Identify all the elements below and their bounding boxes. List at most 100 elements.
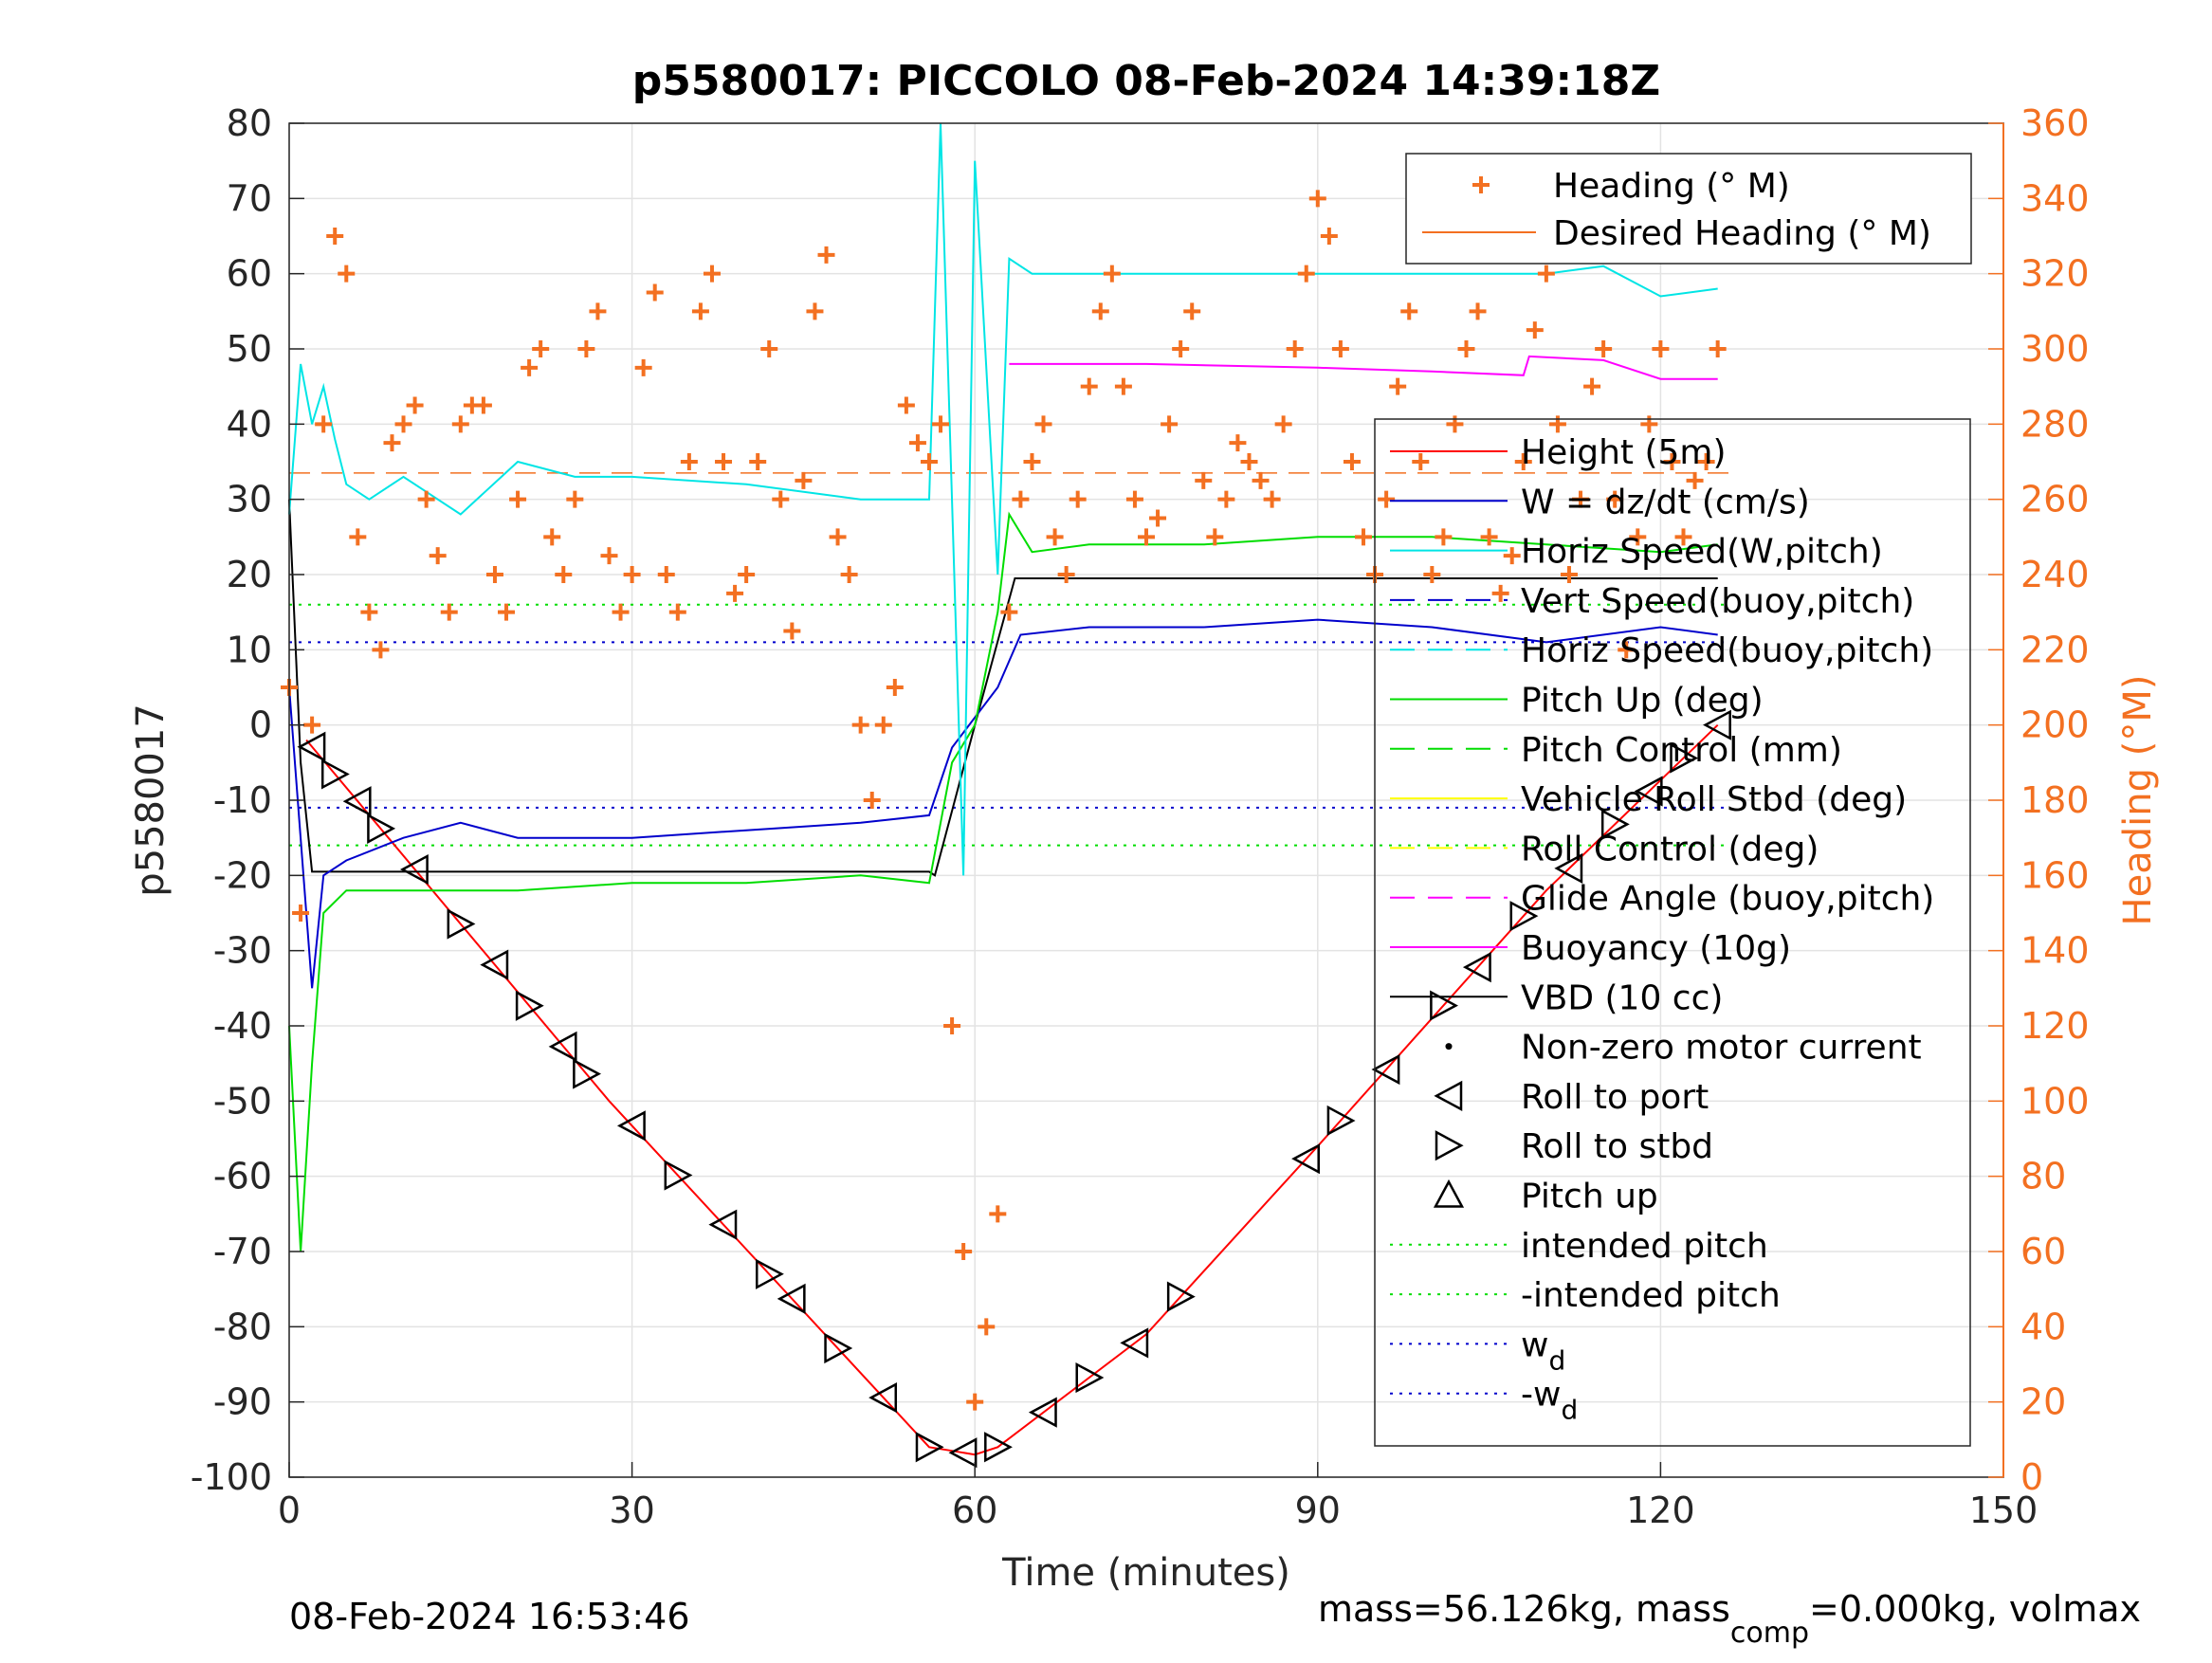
heading-point — [1195, 471, 1213, 489]
heading-point — [589, 302, 607, 320]
roll-stbd-marker — [755, 1258, 784, 1289]
y-tick-label-right: 260 — [2020, 479, 2090, 521]
roll-stbd-marker — [915, 1432, 944, 1463]
y-tick-label-right: 360 — [2020, 102, 2090, 144]
heading-point — [703, 265, 721, 283]
y-tick-label-right: 220 — [2020, 629, 2090, 670]
legend-main-box — [1374, 418, 1971, 1447]
y-tick-label-left: -100 — [191, 1456, 272, 1498]
heading-point — [1480, 528, 1498, 546]
heading-point — [760, 340, 778, 357]
heading-point — [1331, 340, 1349, 357]
series-line-1 — [288, 499, 1718, 877]
heading-point — [360, 603, 378, 621]
legend-heading-label: Desired Heading (° M) — [1553, 214, 1931, 253]
footer-mass: mass=56.126kg, masscomp=0.000kg, volmax — [1318, 1588, 2141, 1650]
roll-stbd-marker — [1166, 1281, 1196, 1312]
x-tick-label: 120 — [1626, 1489, 1695, 1531]
heading-point — [795, 471, 813, 489]
heading-point — [1103, 265, 1121, 283]
legend-swatch — [1445, 1043, 1453, 1051]
heading-point — [932, 415, 950, 433]
axis-ticks: 0 30 60 90 120 15080706050403020100-10-20-30-… — [191, 102, 2090, 1531]
heading-point — [863, 792, 881, 809]
heading-point — [738, 566, 756, 583]
legend-swatch — [1433, 1179, 1465, 1208]
legend-heading-label: Heading (° M) — [1553, 167, 1790, 206]
heading-point — [897, 396, 915, 414]
heading-point — [817, 246, 835, 264]
roll-port-marker — [708, 1209, 738, 1240]
y-tick-label-left: 50 — [227, 328, 272, 370]
heading-point — [1080, 377, 1098, 395]
heading-point — [783, 622, 801, 640]
heading-point — [1606, 490, 1624, 508]
heading-point — [1069, 490, 1087, 508]
legend-heading: Heading (° M) Desired Heading (° M) — [1405, 153, 1972, 265]
heading-point — [966, 1393, 984, 1411]
heading-point — [1263, 490, 1281, 508]
heading-point — [829, 528, 847, 546]
heading-point — [406, 396, 424, 414]
heading-point — [1000, 603, 1018, 621]
legend-label: -intended pitch — [1521, 1276, 1781, 1315]
y-tick-label-left: -70 — [213, 1231, 272, 1272]
heading-point — [989, 1205, 1007, 1223]
heading-point — [1034, 415, 1052, 433]
footer-mass-rest: =0.000kg, volmax — [1809, 1588, 2141, 1630]
y-tick-label-left: -90 — [213, 1381, 272, 1423]
legend-label: Roll to port — [1521, 1078, 1709, 1117]
legend-label: Non-zero motor current — [1521, 1029, 1922, 1068]
roll-port-marker — [480, 949, 509, 980]
legend-label: Glide Angle (buoy,pitch) — [1521, 880, 1934, 919]
heading-point — [1091, 302, 1109, 320]
y-tick-label-right: 120 — [2020, 1005, 2090, 1047]
heading-point — [726, 584, 744, 602]
legend-label-sub: d — [1561, 1395, 1578, 1426]
heading-point — [451, 415, 469, 433]
roll-stbd-marker — [1600, 809, 1630, 840]
y-tick-label-left: -30 — [213, 930, 272, 972]
y-axis-label-right: Heading (°M) — [2116, 675, 2160, 926]
heading-point — [440, 603, 458, 621]
roll-stbd-marker — [1430, 990, 1459, 1021]
heading-point — [1560, 566, 1578, 583]
legend-label-sub: d — [1548, 1344, 1565, 1376]
heading-point — [600, 547, 618, 565]
y-tick-label-right: 20 — [2020, 1381, 2066, 1423]
y-tick-label-left: -40 — [213, 1005, 272, 1047]
roll-port-marker — [868, 1382, 898, 1414]
legend-label: Horiz Speed(W,pitch) — [1521, 533, 1883, 572]
heading-point — [1469, 302, 1487, 320]
legend-label: Height (5m) — [1521, 433, 1727, 472]
x-tick-label: 0 — [278, 1489, 301, 1531]
y-tick-label-left: -80 — [213, 1306, 272, 1347]
legend-label: W = dz/dt (cm/s) — [1521, 483, 1810, 521]
heading-point — [955, 1243, 973, 1260]
y-tick-label-left: 30 — [227, 479, 272, 521]
x-axis-label: Time (minutes) — [1001, 1551, 1290, 1595]
heading-point — [485, 566, 503, 583]
heading-point — [1400, 302, 1418, 320]
roll-stbd-marker — [573, 1058, 602, 1089]
heading-point — [555, 566, 573, 583]
heading-point — [521, 358, 539, 376]
heading-point — [1286, 340, 1304, 357]
heading-point — [943, 1017, 961, 1034]
y-tick-label-left: -50 — [213, 1080, 272, 1122]
legend-swatch — [1435, 1130, 1464, 1161]
y-tick-label-left: -10 — [213, 779, 272, 821]
y-tick-label-right: 200 — [2020, 704, 2090, 746]
legend-label: VBD (10 cc) — [1521, 978, 1723, 1017]
roll-port-marker — [1703, 709, 1731, 740]
heading-point — [634, 358, 652, 376]
roll-port-marker — [1120, 1327, 1149, 1359]
heading-point — [840, 566, 858, 583]
roll-port-marker — [399, 853, 429, 886]
heading-point — [417, 490, 435, 508]
series-line-5 — [1009, 355, 1718, 380]
y-tick-label-right: 40 — [2020, 1306, 2066, 1347]
roll-port-marker — [1371, 1053, 1400, 1086]
roll-stbd-marker — [1509, 901, 1539, 932]
